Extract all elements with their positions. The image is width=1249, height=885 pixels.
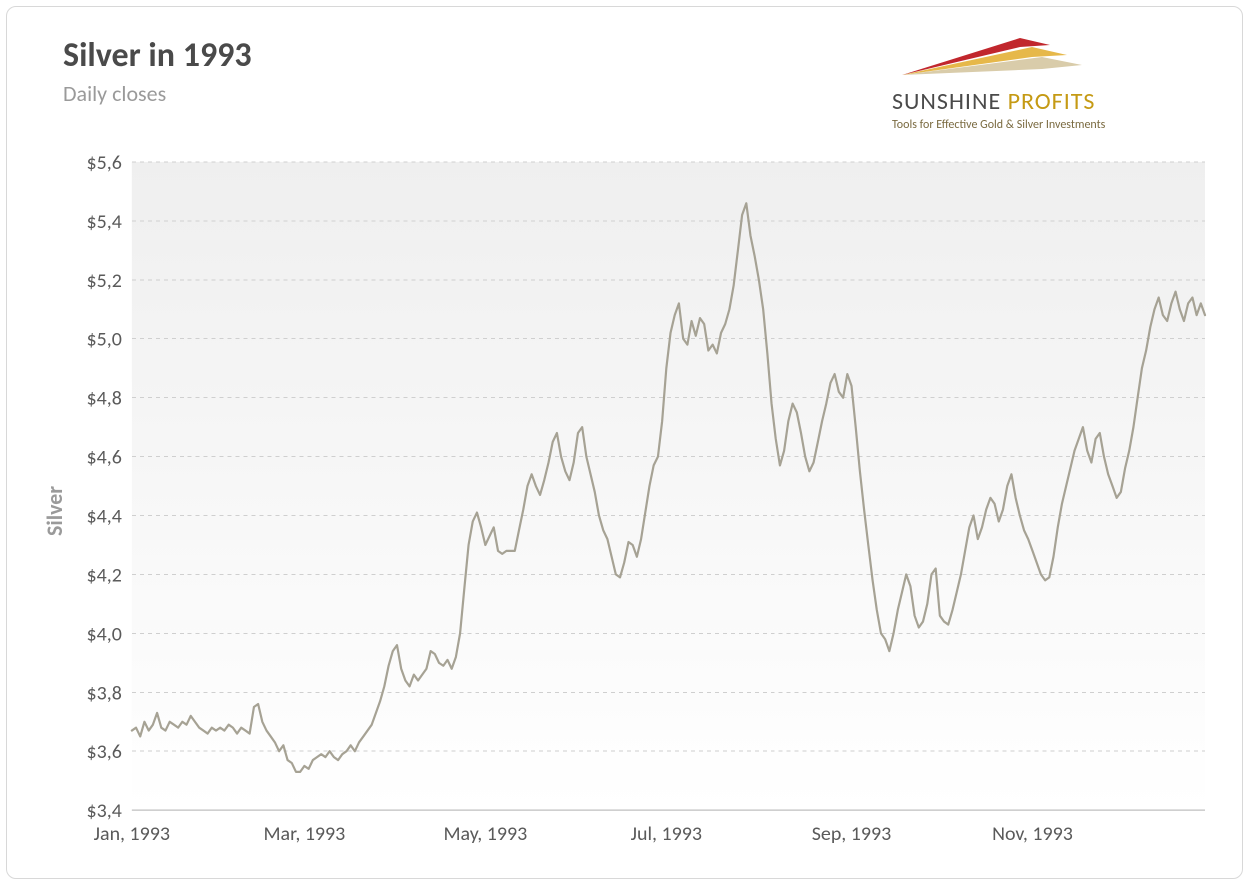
svg-text:$4,4: $4,4 <box>87 505 122 529</box>
brand-block: SUNSHINE PROFITS Tools for Effective Gol… <box>892 35 1212 132</box>
svg-text:$4,2: $4,2 <box>87 563 122 587</box>
chart-subtitle: Daily closes <box>63 80 252 107</box>
svg-text:$5,4: $5,4 <box>87 210 122 234</box>
svg-text:Mar, 1993: Mar, 1993 <box>263 822 345 846</box>
svg-text:Jul, 1993: Jul, 1993 <box>631 822 702 846</box>
svg-text:Sep, 1993: Sep, 1993 <box>812 822 892 846</box>
plot-background <box>132 162 1205 810</box>
svg-text:$3,4: $3,4 <box>87 799 122 823</box>
svg-text:$4,0: $4,0 <box>87 622 122 646</box>
chart-area: $3,4 $3,6 $3,8 $4,0 $4,2 $4,4 $4,6 $4,8 $5,0 $5,2… <box>37 152 1212 858</box>
svg-text:$3,8: $3,8 <box>87 681 122 705</box>
x-axis: Jan, 1993 Mar, 1993 May, 1993 Jul, 1993 Sep,… <box>94 822 1073 846</box>
svg-text:Jan, 1993: Jan, 1993 <box>94 822 170 846</box>
svg-text:$3,6: $3,6 <box>87 740 122 764</box>
header: Silver in 1993 Daily closes SUNSHINE PRO… <box>37 35 1212 132</box>
chart-svg: $3,4 $3,6 $3,8 $4,0 $4,2 $4,4 $4,6 $4,8 $5,0 $5,2… <box>37 152 1212 858</box>
svg-text:$5,2: $5,2 <box>87 269 122 293</box>
brand-tagline: Tools for Effective Gold & Silver Invest… <box>892 118 1202 132</box>
brand-name: SUNSHINE PROFITS <box>892 87 1202 116</box>
svg-text:$4,8: $4,8 <box>87 387 122 411</box>
title-block: Silver in 1993 Daily closes <box>63 35 252 107</box>
svg-text:$5,0: $5,0 <box>87 328 122 352</box>
svg-text:Nov, 1993: Nov, 1993 <box>992 822 1073 846</box>
svg-text:$4,6: $4,6 <box>87 446 122 470</box>
chart-title: Silver in 1993 <box>63 35 252 76</box>
y-axis-label: Silver <box>41 486 68 536</box>
svg-text:May, 1993: May, 1993 <box>443 822 527 846</box>
y-axis: $3,4 $3,6 $3,8 $4,0 $4,2 $4,4 $4,6 $4,8 $5,0 $5,2… <box>87 152 122 823</box>
brand-logo-icon <box>892 35 1202 85</box>
chart-card: Silver in 1993 Daily closes SUNSHINE PRO… <box>6 6 1243 879</box>
svg-text:$5,6: $5,6 <box>87 152 122 175</box>
brand-name-b: PROFITS <box>1008 87 1096 116</box>
brand-name-a: SUNSHINE <box>892 87 1008 116</box>
